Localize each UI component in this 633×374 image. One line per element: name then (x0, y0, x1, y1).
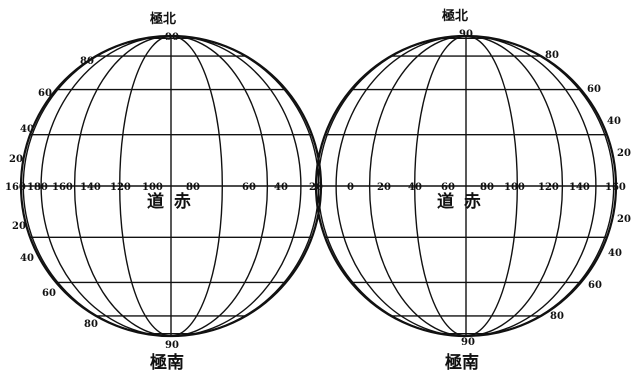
right-lon-label: 140 (569, 182, 590, 193)
right-lon-label: 100 (504, 182, 525, 193)
left-south-pole-label: 極南 (150, 352, 184, 373)
left-lat-label-north: 40 (20, 124, 34, 135)
right-lon-label: 20 (377, 182, 391, 193)
left-lon-label: 120 (110, 182, 131, 193)
left-lat-label-south: 80 (84, 319, 98, 330)
left-lat-label-south: 40 (20, 253, 34, 264)
right-lon-label: 120 (538, 182, 559, 193)
right-lon-label: 80 (480, 182, 494, 193)
left-lon-label: 140 (80, 182, 101, 193)
left-lon-label: 80 (186, 182, 200, 193)
right-lat-label-north: 40 (607, 116, 621, 127)
right-hemisphere: 極北 90 90 極南 道 赤 0 20 40 60 80 100 120 14… (314, 8, 631, 373)
right-lat-label-south: 80 (550, 311, 564, 322)
left-hemisphere: 極北 90 90 極南 道 赤 160 180 160 140 120 100 … (5, 11, 323, 373)
right-north-degree: 90 (459, 29, 473, 40)
right-lat-label-north: 80 (545, 50, 559, 61)
left-lat-label-north: 80 (80, 56, 94, 67)
right-lon-label: 60 (441, 182, 455, 193)
left-lon-label: 100 (142, 182, 163, 193)
left-lat-label-north: 60 (38, 88, 52, 99)
left-north-pole-label: 極北 (149, 11, 176, 27)
right-globe-outline (314, 34, 618, 338)
left-north-degree: 90 (165, 32, 179, 43)
right-lon-label: 0 (347, 182, 354, 193)
left-lat-label-north: 20 (9, 154, 23, 165)
left-lon-label: 180 (27, 182, 48, 193)
right-lat-label-north: 20 (617, 148, 631, 159)
left-lat-label-south: 20 (12, 221, 26, 232)
left-lon-label: 160 (52, 182, 73, 193)
right-lon-label: 160 (605, 182, 626, 193)
left-lon-label: 160 (5, 182, 26, 193)
left-lon-label: 60 (242, 182, 256, 193)
right-lat-label-north: 60 (587, 84, 601, 95)
right-south-degree: 90 (461, 337, 475, 348)
right-south-pole-label: 極南 (445, 352, 479, 373)
right-equator-label: 道 赤 (437, 191, 483, 212)
right-lat-label-south: 60 (588, 280, 602, 291)
right-lon-label: 40 (408, 182, 422, 193)
left-lon-label: 40 (274, 182, 288, 193)
right-lat-label-south: 40 (608, 248, 622, 259)
left-lat-label-south: 60 (42, 288, 56, 299)
left-south-degree: 90 (165, 340, 179, 351)
left-equator-label: 道 赤 (147, 191, 193, 212)
right-north-pole-label: 極北 (441, 8, 468, 24)
right-lat-label-south: 20 (617, 214, 631, 225)
